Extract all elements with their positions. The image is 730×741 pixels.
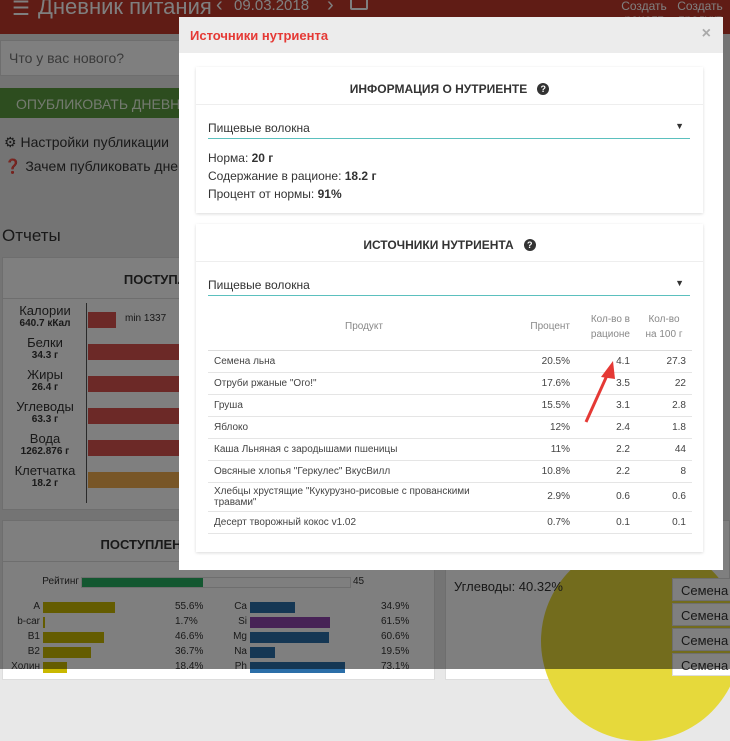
table-row[interactable]: Овсяные хлопья "Геркулес" ВкусВилл 10.8%… bbox=[208, 460, 692, 483]
per100-cell: 0.1 bbox=[636, 511, 692, 534]
sources-select[interactable]: Пищевые волокна ▼ bbox=[208, 276, 690, 296]
per100-cell: 44 bbox=[636, 438, 692, 461]
per100-cell: 22 bbox=[636, 372, 692, 395]
percent-cell: 11% bbox=[520, 438, 576, 461]
dropdown-arrow-icon: ▼ bbox=[675, 278, 684, 288]
per100-cell: 0.6 bbox=[636, 482, 692, 512]
product-name: Отруби ржаные "Ого!" bbox=[208, 372, 520, 395]
product-name: Хлебцы хрустящие "Кукурузно-рисовые с пр… bbox=[208, 482, 520, 512]
percent-cell: 20.5% bbox=[520, 350, 576, 373]
per100-cell: 2.8 bbox=[636, 394, 692, 417]
product-name: Десерт творожный кокос v1.02 bbox=[208, 511, 520, 534]
col-amount[interactable]: Кол-во в рационе bbox=[576, 304, 636, 351]
percent-cell: 10.8% bbox=[520, 460, 576, 483]
nutrient-info-panel: ИНФОРМАЦИЯ О НУТРИЕНТЕ? Пищевые волокна ▼… bbox=[196, 67, 703, 213]
table-row[interactable]: Семена льна 20.5% 4.1 27.3 bbox=[208, 350, 692, 373]
col-product[interactable]: Продукт bbox=[208, 304, 520, 351]
per100-cell: 1.8 bbox=[636, 416, 692, 439]
percent-cell: 17.6% bbox=[520, 372, 576, 395]
amount-cell: 0.1 bbox=[576, 511, 636, 534]
product-name: Груша bbox=[208, 394, 520, 417]
nutrient-info: Норма: 20 г Содержание в рационе: 18.2 г… bbox=[208, 151, 377, 201]
amount-cell: 3.5 bbox=[576, 372, 636, 395]
percent-cell: 15.5% bbox=[520, 394, 576, 417]
amount-cell: 2.2 bbox=[576, 438, 636, 461]
table-row[interactable]: Хлебцы хрустящие "Кукурузно-рисовые с пр… bbox=[208, 482, 692, 512]
help-icon[interactable]: ? bbox=[523, 239, 536, 251]
nutrient-sources-modal: Источники нутриента × ИНФОРМАЦИЯ О НУТРИ… bbox=[179, 17, 723, 570]
nutrient-sources-panel: ИСТОЧНИКИ НУТРИЕНТА? Пищевые волокна ▼ Пр… bbox=[196, 224, 703, 552]
col-percent[interactable]: Процент bbox=[520, 304, 576, 351]
red-arrow-annotation bbox=[584, 361, 615, 423]
table-row[interactable]: Отруби ржаные "Ого!" 17.6% 3.5 22 bbox=[208, 372, 692, 395]
percent-cell: 0.7% bbox=[520, 511, 576, 534]
amount-cell: 2.2 bbox=[576, 460, 636, 483]
modal-header: Источники нутриента × bbox=[179, 17, 723, 53]
modal-title: Источники нутриента bbox=[190, 28, 329, 43]
sources-heading: ИСТОЧНИКИ НУТРИЕНТА? bbox=[196, 238, 703, 252]
per100-cell: 8 bbox=[636, 460, 692, 483]
per100-cell: 27.3 bbox=[636, 350, 692, 373]
table-row[interactable]: Яблоко 12% 2.4 1.8 bbox=[208, 416, 692, 439]
product-name: Семена льна bbox=[208, 350, 520, 373]
product-name: Каша Льняная с зародышами пшеницы bbox=[208, 438, 520, 461]
percent-cell: 12% bbox=[520, 416, 576, 439]
amount-cell: 0.6 bbox=[576, 482, 636, 512]
sources-table: Продукт Процент Кол-во в рационе Кол-во … bbox=[208, 304, 692, 534]
percent-cell: 2.9% bbox=[520, 482, 576, 512]
close-icon[interactable]: × bbox=[701, 25, 711, 42]
amount-cell: 2.4 bbox=[576, 416, 636, 439]
nutrient-select[interactable]: Пищевые волокна ▼ bbox=[208, 119, 690, 139]
help-icon[interactable]: ? bbox=[537, 83, 550, 95]
dropdown-arrow-icon: ▼ bbox=[675, 121, 684, 131]
table-row[interactable]: Десерт творожный кокос v1.02 0.7% 0.1 0.… bbox=[208, 511, 692, 534]
table-row[interactable]: Каша Льняная с зародышами пшеницы 11% 2.… bbox=[208, 438, 692, 461]
info-heading: ИНФОРМАЦИЯ О НУТРИЕНТЕ? bbox=[196, 82, 703, 96]
product-name: Яблоко bbox=[208, 416, 520, 439]
col-per100[interactable]: Кол-во на 100 г bbox=[636, 304, 692, 351]
product-name: Овсяные хлопья "Геркулес" ВкусВилл bbox=[208, 460, 520, 483]
